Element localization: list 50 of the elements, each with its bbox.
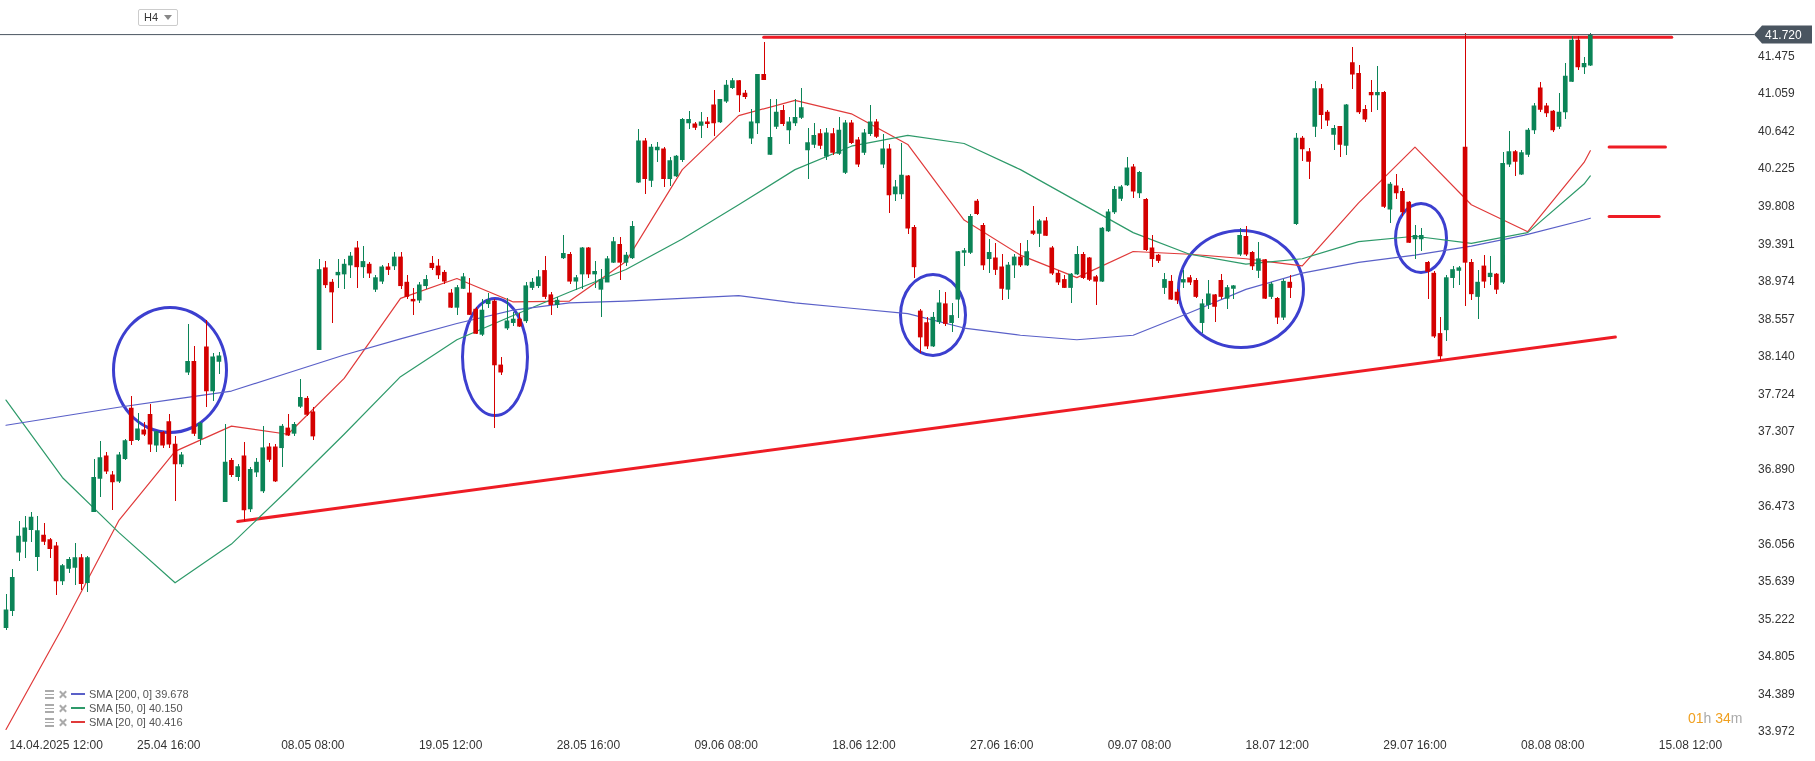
candlestick (1262, 259, 1268, 299)
y-tick-label: 39.808 (1758, 199, 1796, 214)
x-tick-label: 09.06 08:00 (694, 737, 759, 752)
y-tick-label: 36.056 (1758, 536, 1796, 551)
candlestick (1212, 294, 1217, 322)
legend-label: SMA [200, 0] 39.678 (89, 687, 189, 701)
y-tick-label: 38.974 (1758, 274, 1796, 289)
annotation: 01h 34m (1688, 710, 1743, 726)
candlestick (1306, 148, 1311, 179)
text: H4 (144, 11, 159, 23)
candlestick (1512, 150, 1518, 176)
candlestick (1231, 285, 1236, 299)
y-tick-label: 40.642 (1758, 123, 1796, 138)
y-tick-label: 37.307 (1758, 424, 1796, 439)
y-tick-label: 41.059 (1758, 86, 1796, 101)
y-tick-label: 41.475 (1758, 48, 1796, 63)
y-tick-label: 34.389 (1758, 686, 1796, 701)
y-tick-label: 33.972 (1758, 724, 1796, 739)
x-tick-label: 18.06 12:00 (832, 737, 896, 752)
y-tick-label: 36.473 (1758, 499, 1796, 514)
legend-label: SMA [20, 0] 40.416 (89, 715, 183, 729)
y-tick-label: 38.140 (1758, 349, 1796, 364)
x-tick-label: 29.07 16:00 (1383, 737, 1447, 752)
y-tick-label: 38.557 (1758, 311, 1796, 326)
y-tick-label: 35.639 (1758, 574, 1796, 589)
y-tick-label: 39.391 (1758, 236, 1796, 251)
candlestick (1099, 227, 1105, 282)
x-tick-label: 08.08 08:00 (1521, 737, 1585, 752)
y-tick-label: 34.805 (1758, 649, 1796, 664)
candlestick (141, 422, 147, 436)
x-tick-label: 18.07 12:00 (1245, 737, 1310, 752)
y-tick-label: 37.724 (1758, 386, 1796, 401)
y-tick-label: 36.890 (1758, 461, 1796, 476)
x-tick-label: 27.06 16:00 (969, 737, 1034, 752)
x-tick-label: 19.05 12:00 (418, 737, 483, 752)
ref-line-label: 41.720 (1765, 27, 1803, 42)
x-tick-label: 28.05 16:00 (556, 737, 621, 752)
x-tick-label: 15.08 12:00 (1658, 737, 1723, 752)
x-tick-label: 14.04.2025 12:00 (9, 737, 104, 752)
candlestick (717, 99, 723, 123)
candlestick (673, 155, 679, 177)
x-tick-label: 09.07 08:00 (1107, 737, 1172, 752)
y-tick-label: 40.225 (1758, 161, 1796, 176)
candlestick (1256, 242, 1261, 278)
x-tick-label: 25.04 16:00 (137, 737, 201, 752)
y-tick-label: 35.222 (1758, 611, 1796, 626)
candlestick (798, 88, 804, 119)
x-tick-label: 08.05 08:00 (281, 737, 345, 752)
legend-label: SMA [50, 0] 40.150 (89, 701, 183, 715)
candlestick (235, 464, 241, 481)
